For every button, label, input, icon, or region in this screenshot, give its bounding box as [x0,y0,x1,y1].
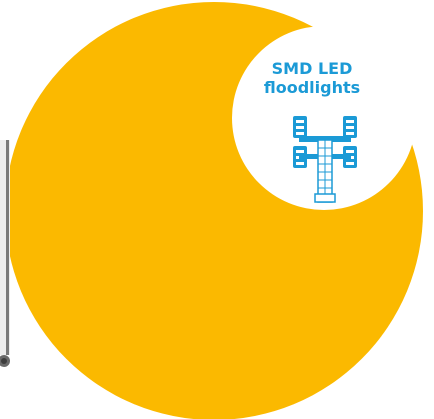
badge-title-line-1: SMD LED [271,59,353,78]
crescent-disc [5,2,423,419]
badge-title-line-2: floodlights [263,78,361,97]
left-edge-object [0,140,10,367]
badge-title: SMD LED floodlights [236,59,388,97]
floodlight-mast-icon [293,116,357,203]
